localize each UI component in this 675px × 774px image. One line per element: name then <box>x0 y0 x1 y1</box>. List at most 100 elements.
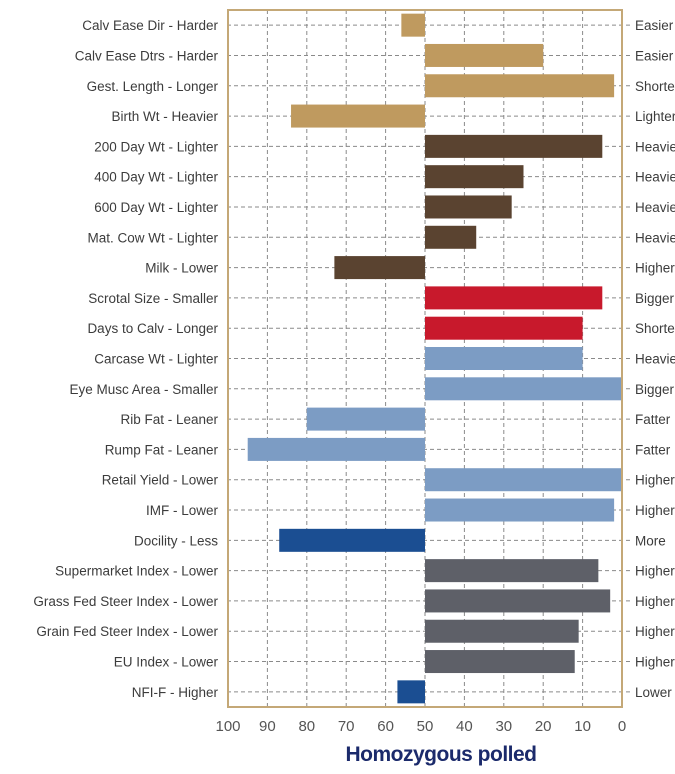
label-backdrop <box>0 196 224 217</box>
label-backdrop <box>0 166 224 187</box>
bar <box>425 619 579 643</box>
category-label: 600 Day Wt - Lighter <box>94 200 218 215</box>
category-label: 200 Day Wt - Lighter <box>94 139 218 154</box>
bar <box>425 225 477 249</box>
x-tick-label: 10 <box>574 718 591 735</box>
category-label: Rump Fat - Leaner <box>105 442 219 457</box>
bar <box>306 407 425 431</box>
direction-label: Bigger <box>635 382 675 397</box>
label-backdrop <box>631 469 675 490</box>
category-label: Calv Ease Dir - Harder <box>82 18 218 33</box>
label-backdrop <box>631 227 675 248</box>
label-backdrop <box>631 45 675 66</box>
direction-label: Heavier <box>635 170 675 185</box>
direction-label: Higher <box>635 594 675 609</box>
label-backdrop <box>0 136 224 157</box>
category-label: Retail Yield - Lower <box>102 473 219 488</box>
direction-label: Shorter <box>635 79 675 94</box>
direction-label: Fatter <box>635 442 671 457</box>
bar <box>425 650 575 674</box>
label-backdrop <box>631 560 675 581</box>
label-backdrop <box>0 378 224 399</box>
x-axis-title: Homozygous polled <box>346 743 537 766</box>
direction-label: More <box>635 533 666 548</box>
label-backdrop <box>0 318 224 339</box>
label-backdrop <box>0 106 224 127</box>
plot-frame <box>227 9 623 708</box>
bar <box>425 377 622 401</box>
label-backdrop <box>0 500 224 521</box>
x-tick-label: 30 <box>495 718 512 735</box>
label-backdrop <box>631 348 675 369</box>
label-backdrop <box>631 166 675 187</box>
category-label: Days to Calv - Longer <box>87 321 218 336</box>
x-tick-label: 90 <box>259 718 276 735</box>
label-backdrop <box>631 439 675 460</box>
bar <box>425 134 603 158</box>
label-backdrop <box>631 409 675 430</box>
direction-label: Heavier <box>635 200 675 215</box>
x-tick-label: 0 <box>618 718 626 735</box>
category-label: Grain Fed Steer Index - Lower <box>36 624 218 639</box>
label-backdrop <box>0 75 224 96</box>
direction-label: Higher <box>635 473 675 488</box>
left-labels: Calv Ease Dir - Harder Calv Ease Dtrs - H… <box>0 15 224 702</box>
x-tick-label: 80 <box>298 718 315 735</box>
label-backdrop <box>0 257 224 278</box>
bar <box>425 468 622 492</box>
category-label: Carcase Wt - Lighter <box>94 352 218 367</box>
bar <box>334 256 425 280</box>
bar <box>425 589 611 613</box>
label-backdrop <box>631 257 675 278</box>
category-label: Grass Fed Steer Index - Lower <box>33 594 218 609</box>
label-backdrop <box>0 651 224 672</box>
category-label: Rib Fat - Leaner <box>120 412 218 427</box>
category-label: Milk - Lower <box>145 261 218 276</box>
category-label: Scrotal Size - Smaller <box>88 291 218 306</box>
label-backdrop <box>631 651 675 672</box>
x-tick-label: 60 <box>377 718 394 735</box>
label-backdrop <box>631 530 675 551</box>
direction-label: Shorter <box>635 321 675 336</box>
direction-label: Heavier <box>635 230 675 245</box>
category-label: EU Index - Lower <box>114 655 219 670</box>
bar <box>425 286 603 310</box>
direction-label: Higher <box>635 503 675 518</box>
label-backdrop <box>0 227 224 248</box>
label-backdrop <box>631 136 675 157</box>
bar <box>425 347 583 370</box>
category-label: Calv Ease Dtrs - Harder <box>75 48 219 63</box>
label-backdrop <box>0 560 224 581</box>
bar <box>425 165 524 189</box>
bar <box>397 680 425 704</box>
x-tick-label: 20 <box>535 718 552 735</box>
label-backdrop <box>631 621 675 642</box>
bar <box>425 43 544 67</box>
direction-label: Heavier <box>635 352 675 367</box>
bar <box>291 104 425 128</box>
label-backdrop <box>631 500 675 521</box>
x-ticks: 100 90 80 70 60 50 40 30 20 10 0 <box>215 718 626 735</box>
label-backdrop <box>631 75 675 96</box>
x-tick-label: 40 <box>456 718 473 735</box>
x-tick-label: 70 <box>338 718 355 735</box>
label-backdrop <box>0 590 224 611</box>
label-backdrop <box>0 469 224 490</box>
label-backdrop <box>0 681 224 702</box>
right-labels: Easier Easier Shorter Lighter Heavier Heavier… <box>631 15 675 702</box>
category-label: Docility - Less <box>134 533 218 548</box>
x-tick-label: 50 <box>417 718 434 735</box>
direction-label: Easier <box>635 18 674 33</box>
category-label: Gest. Length - Longer <box>87 79 219 94</box>
category-label: 400 Day Wt - Lighter <box>94 170 218 185</box>
label-backdrop <box>631 106 675 127</box>
label-backdrop <box>631 318 675 339</box>
direction-label: Bigger <box>635 291 675 306</box>
label-backdrop <box>0 348 224 369</box>
bar <box>425 559 599 583</box>
label-backdrop <box>0 621 224 642</box>
label-backdrop <box>631 196 675 217</box>
label-backdrop <box>631 15 675 36</box>
